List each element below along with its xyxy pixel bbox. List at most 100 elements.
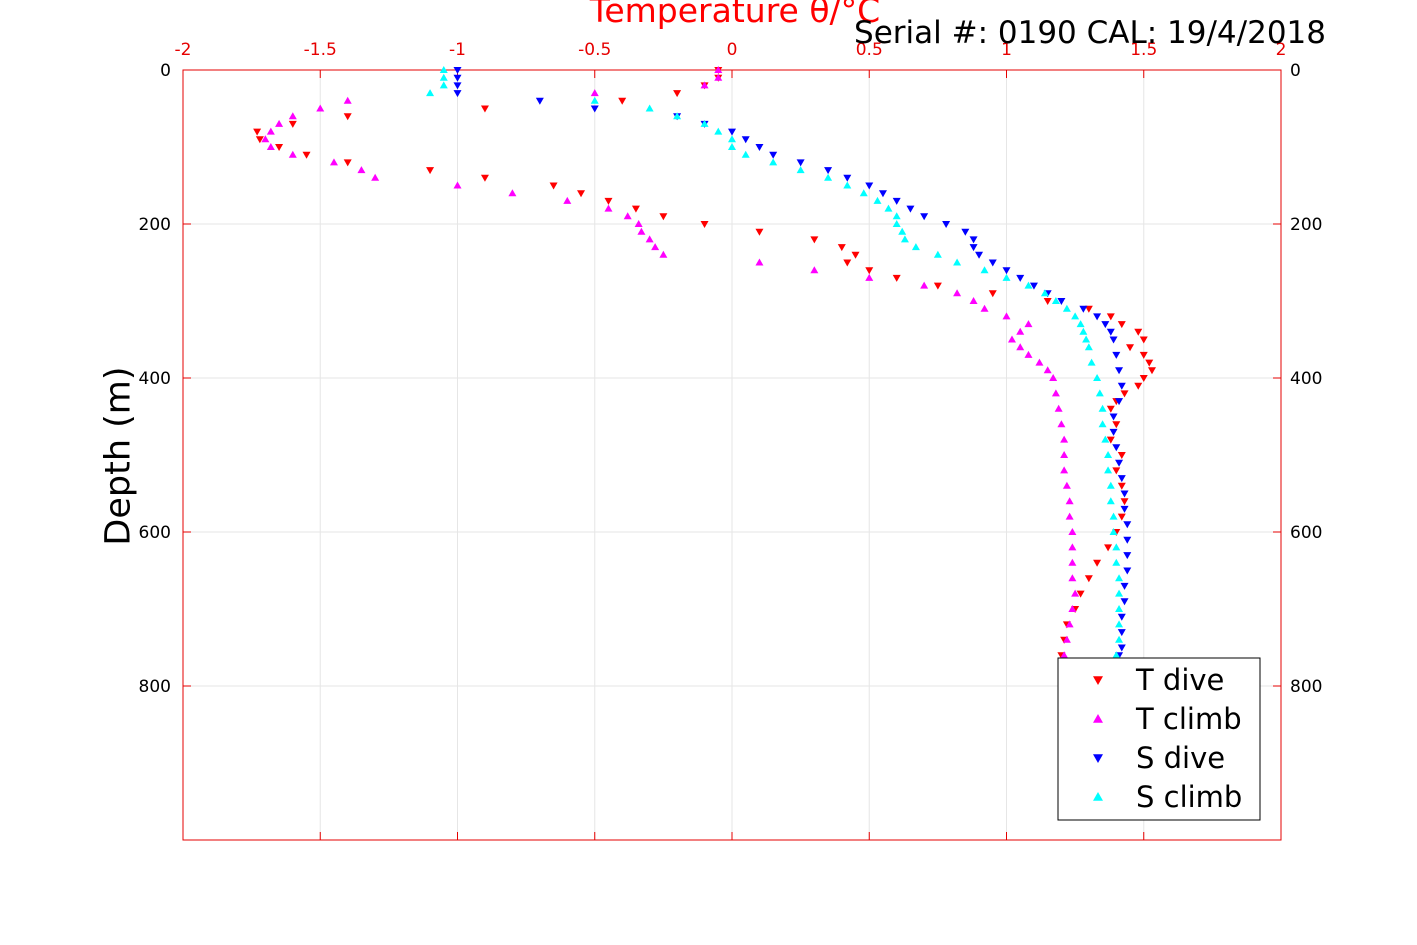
- data-point: [343, 159, 352, 167]
- legend: T dive T climb S dive S climb: [1057, 657, 1261, 821]
- data-point: [1109, 528, 1118, 535]
- x-axis-label: Temperature θ/°C: [589, 0, 880, 30]
- legend-marker: [1093, 754, 1103, 763]
- data-point: [1104, 451, 1113, 458]
- data-point: [1115, 620, 1124, 628]
- data-point: [911, 243, 920, 251]
- x-tick-label: 1: [1001, 40, 1012, 60]
- data-point: [1115, 398, 1124, 406]
- legend-entry: S dive: [1093, 741, 1225, 775]
- data-point: [1115, 574, 1124, 582]
- data-point: [1076, 320, 1085, 328]
- data-point: [1109, 512, 1118, 520]
- data-point: [1145, 359, 1154, 367]
- axis-ticks: -2 -1.5 -1 -0.5 0 0.5 1 1.5 20200400600800020040…: [139, 40, 1322, 840]
- data-point: [1079, 327, 1088, 335]
- data-point: [865, 273, 874, 281]
- data-point: [1024, 350, 1033, 358]
- data-points: [253, 66, 1156, 660]
- data-point: [961, 228, 970, 236]
- data-point: [942, 221, 951, 228]
- data-point: [728, 135, 736, 143]
- data-point: [878, 190, 887, 198]
- data-point: [261, 135, 270, 143]
- x-tick-label: -1.5: [304, 40, 337, 60]
- data-point: [988, 259, 997, 267]
- data-point: [1002, 267, 1011, 275]
- data-point: [1057, 298, 1066, 305]
- data-point: [604, 204, 613, 212]
- data-point: [1106, 436, 1115, 444]
- data-point: [426, 89, 435, 97]
- data-point: [1060, 466, 1069, 474]
- series-t-dive: [253, 67, 1156, 660]
- data-point: [453, 181, 462, 189]
- data-point: [1109, 428, 1118, 436]
- data-point: [275, 144, 284, 151]
- data-point: [969, 236, 978, 244]
- data-point: [1062, 304, 1071, 312]
- data-point: [892, 220, 901, 227]
- data-point: [1139, 375, 1148, 382]
- data-point: [357, 166, 366, 174]
- legend-label: S dive: [1136, 741, 1225, 775]
- data-point: [933, 282, 942, 290]
- data-point: [1101, 321, 1110, 329]
- data-point: [824, 167, 833, 175]
- data-point: [714, 73, 723, 81]
- data-point: [1101, 435, 1110, 443]
- x-tick-label: -0.5: [578, 40, 611, 60]
- data-point: [865, 182, 874, 190]
- data-point: [439, 66, 448, 73]
- y-axis-label: Depth (m): [98, 366, 138, 545]
- data-point: [618, 97, 627, 105]
- data-point: [1115, 605, 1124, 612]
- data-point: [1016, 274, 1025, 282]
- data-point: [1060, 651, 1069, 659]
- data-point: [837, 244, 846, 252]
- data-point: [577, 190, 586, 198]
- x-tick-label: 0.5: [856, 40, 883, 60]
- data-point: [1115, 589, 1124, 597]
- data-point: [700, 221, 709, 228]
- data-point: [645, 235, 654, 243]
- data-point: [1062, 481, 1071, 489]
- data-point: [892, 274, 901, 282]
- data-point: [1123, 536, 1132, 544]
- data-point: [1051, 297, 1060, 304]
- data-point: [1112, 351, 1121, 359]
- data-point: [439, 73, 448, 81]
- data-point: [969, 244, 978, 252]
- legend-label: S climb: [1136, 780, 1242, 814]
- data-point: [933, 250, 942, 258]
- data-point: [255, 136, 264, 144]
- data-point: [1117, 613, 1126, 621]
- data-point: [1087, 358, 1096, 366]
- data-point: [1016, 327, 1025, 335]
- data-point: [1117, 321, 1126, 329]
- data-point: [1112, 467, 1121, 475]
- data-point: [810, 236, 819, 244]
- data-point: [988, 290, 997, 298]
- data-point: [1002, 273, 1011, 281]
- data-point: [1095, 389, 1104, 397]
- data-point: [634, 220, 643, 227]
- data-point: [1007, 335, 1016, 343]
- data-point: [288, 112, 297, 120]
- data-point: [1068, 528, 1077, 535]
- data-point: [453, 67, 462, 74]
- data-point: [755, 144, 764, 151]
- data-point: [796, 159, 805, 167]
- data-point: [453, 82, 462, 90]
- data-point: [1060, 451, 1069, 458]
- chart-title: Serial #: 0190 CAL: 19/4/2018: [854, 15, 1326, 51]
- data-point: [590, 105, 599, 113]
- series-s-climb: [426, 66, 1124, 659]
- data-point: [728, 128, 736, 136]
- data-point: [659, 250, 668, 258]
- data-point: [439, 81, 448, 89]
- data-point: [1065, 512, 1074, 520]
- data-point: [1112, 421, 1121, 429]
- data-point: [1106, 481, 1115, 489]
- data-point: [1115, 459, 1124, 467]
